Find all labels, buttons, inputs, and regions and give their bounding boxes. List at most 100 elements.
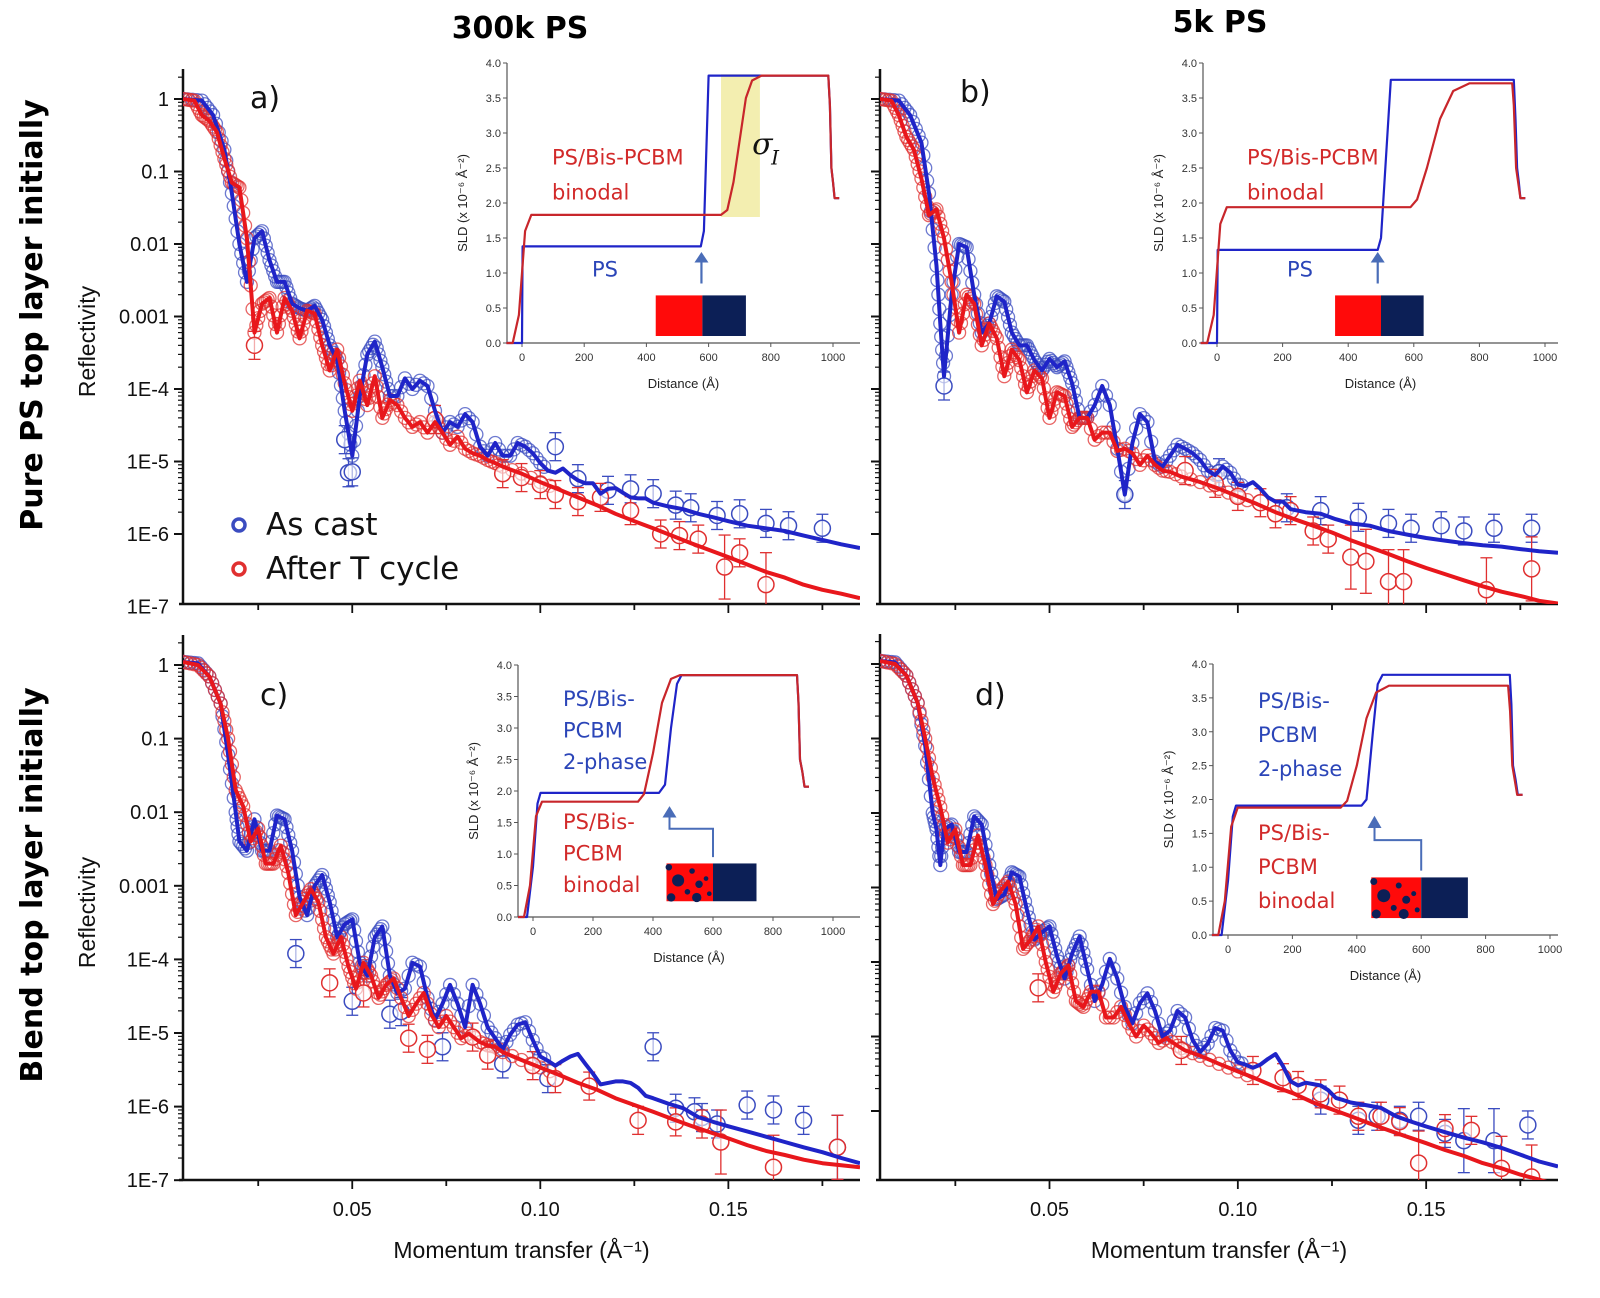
inset-y-axis-label: SLD (x 10⁻⁶ Å⁻²) bbox=[455, 154, 470, 252]
panel-b: b) 0.0 0.5 1.0 1.5 2.0 2.5 3.0 3.5 4.0 0 200 400 600 8… bbox=[871, 55, 1558, 613]
inset-annotation: PS/Bis- bbox=[563, 687, 635, 711]
data-point bbox=[644, 1038, 662, 1056]
schematic-droplet bbox=[1390, 904, 1397, 911]
inset-x-tick-label: 800 bbox=[1470, 352, 1488, 364]
data-point bbox=[399, 1029, 418, 1047]
y-axis-label: Reflectivity bbox=[74, 856, 100, 968]
data-point bbox=[1200, 1036, 1215, 1051]
inset-x-tick-label: 0 bbox=[1214, 352, 1220, 364]
inset-annotation: PS/Bis- bbox=[1258, 689, 1330, 713]
data-point bbox=[343, 463, 361, 481]
inset-y-tick-label: 2.0 bbox=[1192, 795, 1207, 807]
inset-y-tick-label: 3.0 bbox=[1182, 128, 1197, 140]
inset-y-tick-label: 0.0 bbox=[497, 912, 512, 924]
inset-y-axis-label: SLD (x 10⁻⁶ Å⁻²) bbox=[1161, 751, 1176, 849]
data-point bbox=[1095, 378, 1110, 394]
x-tick-label: 0.10 bbox=[521, 1199, 560, 1221]
data-point bbox=[287, 944, 305, 963]
data-point bbox=[1144, 994, 1159, 1010]
inset-x-tick-label: 600 bbox=[704, 926, 722, 938]
data-point bbox=[1029, 979, 1047, 997]
data-point bbox=[196, 663, 211, 678]
data-point bbox=[715, 558, 734, 576]
data-point bbox=[193, 660, 209, 676]
x-tick-label: 0.05 bbox=[333, 1199, 372, 1221]
y-tick-label: 1 bbox=[158, 655, 169, 677]
inset-x-axis-label: Distance (Å) bbox=[1350, 968, 1422, 983]
inset-y-tick-label: 4.0 bbox=[1192, 659, 1207, 671]
data-point bbox=[1202, 1052, 1217, 1067]
schematic-droplet bbox=[692, 892, 702, 903]
data-point bbox=[442, 437, 458, 452]
data-point bbox=[764, 1101, 783, 1119]
schematic-droplet bbox=[703, 876, 709, 881]
panel-label: d) bbox=[975, 678, 1006, 713]
inset-x-axis-label: Distance (Å) bbox=[1345, 376, 1417, 391]
inset-annotation: PS/Bis- bbox=[1258, 821, 1330, 845]
sld-profile-after-t-cycle bbox=[506, 74, 840, 345]
row-title-blend: Blend top layer initially bbox=[15, 687, 50, 1083]
panel-a: 1 0.1 0.01 0.001 1E-4 1E-5 1E-6 1E-7 Reflectivit… bbox=[74, 55, 860, 619]
schematic-navy-layer bbox=[713, 863, 757, 902]
schematic-droplet bbox=[689, 868, 695, 874]
data-point bbox=[529, 451, 544, 466]
arrow-shaft bbox=[668, 814, 714, 858]
data-point bbox=[202, 669, 217, 684]
inset-annotation: PCBM bbox=[1258, 723, 1318, 747]
column-title-300k: 300k PS bbox=[452, 11, 589, 46]
data-point bbox=[1144, 1026, 1159, 1041]
inset-x-tick-label: 200 bbox=[1273, 352, 1291, 364]
inset-y-tick-label: 2.0 bbox=[1182, 198, 1197, 210]
y-tick-label: 1E-6 bbox=[127, 1097, 169, 1119]
data-point bbox=[1162, 1023, 1178, 1038]
data-point bbox=[405, 419, 420, 435]
inset-y-tick-label: 3.5 bbox=[1182, 93, 1197, 105]
inset-y-tick-label: 0.5 bbox=[1182, 303, 1197, 315]
data-point bbox=[828, 1138, 847, 1157]
legend-label: As cast bbox=[266, 507, 378, 543]
data-point bbox=[320, 974, 339, 992]
data-point bbox=[935, 377, 953, 395]
inset-annotation: binodal bbox=[563, 873, 640, 897]
y-tick-label: 1E-7 bbox=[127, 1170, 169, 1192]
data-point bbox=[757, 575, 775, 594]
data-point bbox=[384, 972, 399, 988]
schematic-droplet bbox=[1377, 889, 1391, 903]
inset-y-tick-label: 1.0 bbox=[1182, 268, 1197, 280]
arrow-shaft bbox=[1373, 825, 1423, 871]
schematic-droplet bbox=[1411, 891, 1417, 897]
data-point bbox=[904, 682, 920, 697]
data-point bbox=[1522, 560, 1541, 578]
data-point bbox=[764, 1158, 783, 1176]
panel-label: c) bbox=[260, 678, 288, 713]
inset-y-tick-label: 1.5 bbox=[1192, 828, 1207, 840]
inset-x-tick-label: 400 bbox=[637, 352, 655, 364]
data-point bbox=[405, 381, 420, 397]
inset-x-tick-label: 200 bbox=[1283, 944, 1301, 956]
arrow-up-icon bbox=[662, 806, 677, 818]
x-tick-label: 0.15 bbox=[709, 1199, 748, 1221]
inset-y-axis-label: SLD (x 10⁻⁶ Å⁻²) bbox=[1151, 154, 1166, 252]
y-tick-label: 0.1 bbox=[141, 162, 169, 184]
data-point bbox=[907, 688, 922, 704]
inset-x-tick-label: 1000 bbox=[821, 352, 845, 364]
data-point bbox=[503, 1027, 518, 1042]
legend-marker-icon bbox=[231, 517, 247, 533]
fit-line-after-t-cycle bbox=[183, 97, 860, 601]
inset-x-tick-label: 1000 bbox=[1533, 352, 1557, 364]
inset-annotation: PCBM bbox=[563, 718, 623, 742]
data-point bbox=[245, 336, 264, 355]
data-point bbox=[525, 446, 540, 461]
inset-y-tick-label: 0.5 bbox=[1192, 896, 1207, 908]
data-point bbox=[629, 1111, 647, 1130]
schematic-droplet bbox=[1414, 907, 1420, 913]
inset-annotation: 2-phase bbox=[1258, 757, 1342, 781]
data-point bbox=[1522, 519, 1541, 538]
data-point bbox=[908, 121, 923, 137]
row-title-pure-ps: Pure PS top layer initially bbox=[15, 99, 50, 531]
inset-y-tick-label: 2.5 bbox=[497, 755, 512, 767]
schematic-droplet bbox=[1402, 895, 1411, 904]
arrow-up-icon bbox=[694, 252, 709, 263]
y-tick-label: 1E-4 bbox=[127, 949, 169, 971]
